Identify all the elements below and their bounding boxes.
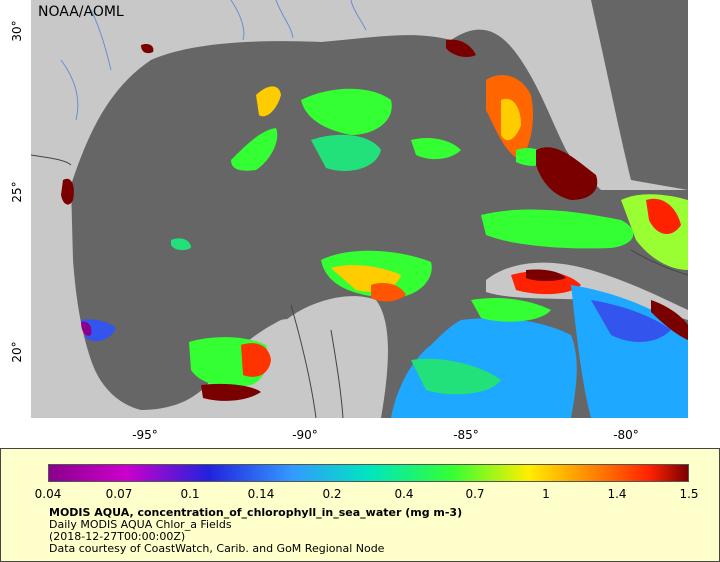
- map-credit: NOAA/AOML: [38, 4, 124, 20]
- colorbar-tick: 0.07: [105, 487, 133, 501]
- legend-dataset: Daily MODIS AQUA Chlor_a Fields: [49, 518, 232, 531]
- borders: [31, 154, 688, 418]
- y-tick-label: 30°: [10, 20, 24, 42]
- colorbar-tick: 1: [542, 487, 550, 501]
- map-canvas: [31, 0, 688, 418]
- legend-panel: 0.04 0.07 0.1 0.14 0.2 0.4 0.7 1 1.4 1.5…: [0, 448, 720, 562]
- x-tick-label: -80°: [613, 428, 639, 442]
- legend-credit: Data courtesy of CoastWatch, Carib. and …: [49, 542, 385, 555]
- rivers: [60, 0, 367, 121]
- atlantic-region: [591, 0, 688, 190]
- colorbar-tick: 0.1: [180, 487, 200, 501]
- colorbar-tick: 0.2: [322, 487, 342, 501]
- yucatan-land: [281, 296, 388, 418]
- florida-land: [511, 33, 621, 187]
- colorbar-tick: 1.4: [607, 487, 627, 501]
- legend-title: MODIS AQUA, concentration_of_chlorophyll…: [49, 506, 463, 519]
- legend-date: (2018-12-27T00:00:00Z): [49, 530, 186, 543]
- x-tick-label: -95°: [132, 428, 158, 442]
- colorbar-tick: 0.4: [394, 487, 414, 501]
- colorbar-tick: 0.14: [247, 487, 275, 501]
- map-area[interactable]: NOAA/AOML: [31, 0, 688, 418]
- y-tick-label: 25°: [10, 181, 24, 203]
- colorbar-tick: 0.04: [34, 487, 62, 501]
- colorbar-tick: 0.7: [465, 487, 485, 501]
- colorbar-tick: 1.5: [679, 487, 699, 501]
- gulf-basin: [71, 29, 688, 418]
- chlorophyll-patches: [61, 39, 688, 418]
- x-tick-label: -85°: [453, 428, 479, 442]
- y-tick-label: 20°: [10, 341, 24, 363]
- x-tick-label: -90°: [292, 428, 318, 442]
- colorbar: [48, 464, 689, 482]
